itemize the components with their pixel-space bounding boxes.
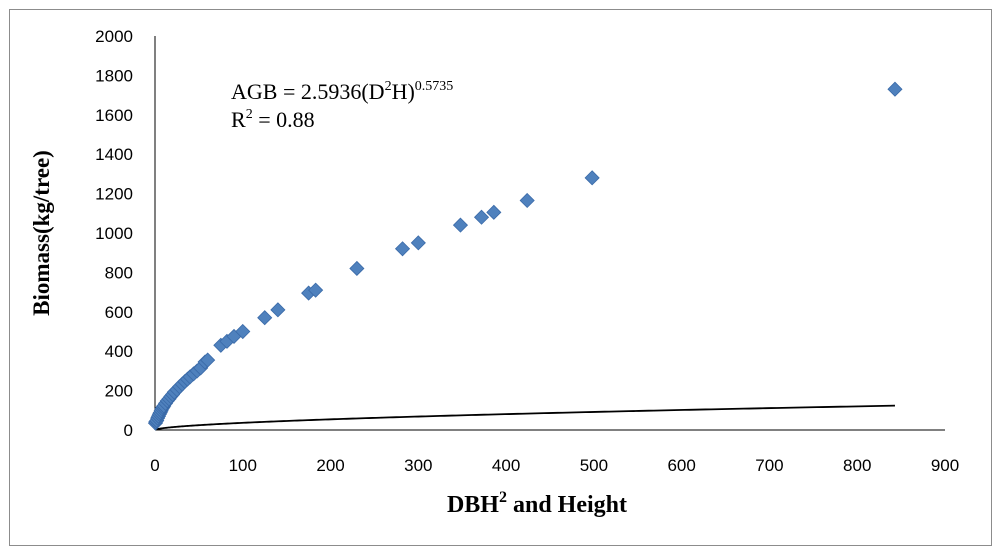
x-tick-labels: 0 100 200 300 400 500 600 700 800 900	[150, 456, 959, 475]
y-tick-label: 800	[105, 263, 133, 282]
x-tick-label: 800	[843, 456, 871, 475]
y-tick-label: 1000	[95, 224, 133, 243]
y-tick-label: 200	[105, 382, 133, 401]
y-axis-title: Biomass(kg/tree)	[29, 150, 54, 316]
data-point	[200, 352, 216, 368]
y-tick-label: 1800	[95, 66, 133, 85]
data-point	[394, 241, 411, 257]
y-tick-label: 1400	[95, 145, 133, 164]
y-tick-labels: 0 200 400 600 800 1000 1200 1400 1600 1800 2000	[95, 27, 133, 440]
x-tick-label: 600	[667, 456, 695, 475]
r-squared-label: R2 = 0.88	[231, 107, 315, 132]
y-tick-label: 600	[105, 303, 133, 322]
y-tick-label: 400	[105, 342, 133, 361]
data-point	[887, 81, 903, 97]
data-point	[257, 310, 273, 326]
data-point	[410, 235, 426, 251]
x-tick-label: 0	[150, 456, 159, 475]
chart-frame	[9, 9, 992, 546]
data-point	[235, 323, 251, 340]
data-point	[308, 282, 324, 298]
x-tick-label: 100	[229, 456, 257, 475]
data-point	[486, 204, 502, 220]
data-points	[147, 81, 903, 431]
y-tick-label: 1200	[95, 185, 133, 204]
y-tick-label: 1600	[95, 106, 133, 125]
y-tick-label: 0	[124, 421, 133, 440]
data-point	[349, 260, 365, 277]
y-tick-label: 2000	[95, 27, 133, 46]
data-point	[519, 192, 535, 209]
x-tick-label: 700	[755, 456, 783, 475]
data-point	[270, 302, 286, 318]
x-tick-label: 400	[492, 456, 520, 475]
power-trendline	[154, 404, 895, 431]
x-tick-label: 900	[931, 456, 959, 475]
x-tick-label: 300	[404, 456, 432, 475]
data-point	[473, 209, 490, 225]
data-point	[452, 217, 469, 233]
x-tick-label: 200	[316, 456, 344, 475]
axes	[154, 36, 945, 431]
x-axis-title: DBH2 and Height	[447, 489, 627, 518]
x-tick-label: 500	[580, 456, 608, 475]
equation-label: AGB = 2.5936(D2H)0.5735	[231, 79, 453, 104]
data-point	[584, 170, 600, 186]
